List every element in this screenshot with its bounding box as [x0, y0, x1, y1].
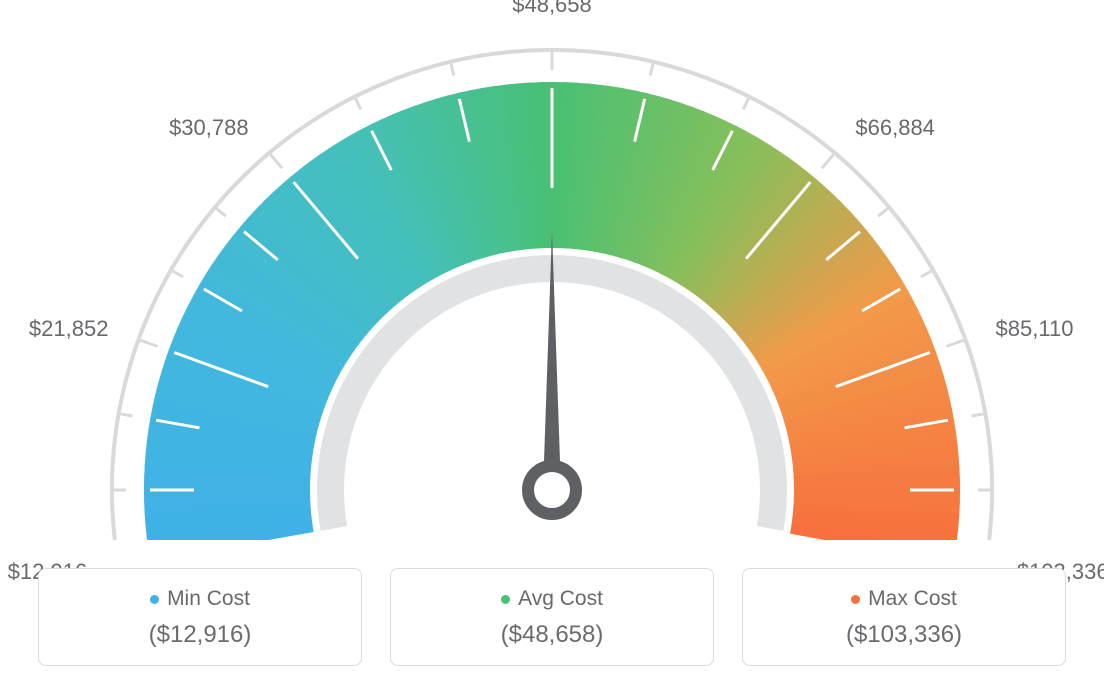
gauge-tick-label: $30,788 [169, 115, 249, 141]
max-dot-icon [851, 595, 860, 604]
summary-cards: Min Cost ($12,916) Avg Cost ($48,658) Ma… [38, 568, 1066, 666]
avg-cost-value: ($48,658) [401, 621, 703, 649]
max-cost-card: Max Cost ($103,336) [742, 568, 1066, 666]
min-cost-label: Min Cost [167, 587, 250, 611]
gauge-tick-label: $85,110 [996, 316, 1074, 342]
min-cost-title: Min Cost [150, 587, 250, 611]
gauge-chart: $12,916$21,852$30,788$48,658$66,884$85,1… [0, 0, 1104, 540]
max-cost-value: ($103,336) [753, 621, 1055, 649]
avg-cost-card: Avg Cost ($48,658) [390, 568, 714, 666]
min-dot-icon [150, 595, 159, 604]
max-cost-label: Max Cost [868, 587, 957, 611]
max-cost-title: Max Cost [851, 587, 957, 611]
gauge-svg [0, 0, 1104, 540]
avg-cost-label: Avg Cost [518, 587, 603, 611]
gauge-tick-label: $21,852 [29, 316, 109, 342]
avg-cost-title: Avg Cost [501, 587, 603, 611]
avg-dot-icon [501, 595, 510, 604]
gauge-tick-label: $66,884 [855, 115, 935, 141]
gauge-tick-label: $48,658 [512, 0, 592, 18]
min-cost-card: Min Cost ($12,916) [38, 568, 362, 666]
min-cost-value: ($12,916) [49, 621, 351, 649]
